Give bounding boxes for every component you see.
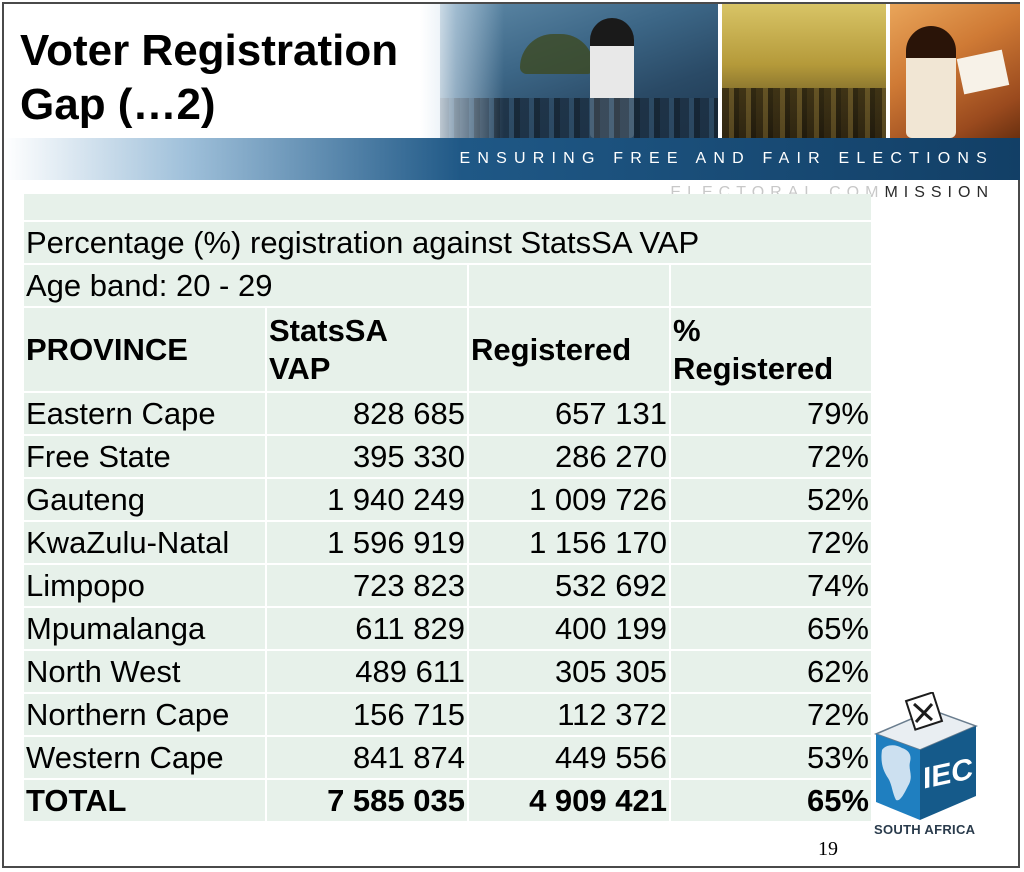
banner-crowd	[440, 98, 718, 138]
pct-cell: 62%	[671, 651, 871, 692]
province-cell: Mpumalanga	[24, 608, 265, 649]
table-spacer-row	[24, 194, 871, 220]
iec-logo: IEC	[873, 692, 979, 820]
banner-ballot-paper	[956, 49, 1010, 95]
province-cell: Northern Cape	[24, 694, 265, 735]
province-cell: Western Cape	[24, 737, 265, 778]
registered-cell: 286 270	[469, 436, 669, 477]
province-cell: Free State	[24, 436, 265, 477]
title-line-1: Voter Registration	[20, 26, 399, 75]
ballot-box-side	[920, 726, 976, 820]
age-band-label: Age band: 20 - 29	[24, 265, 467, 306]
total-pct: 65%	[671, 780, 871, 821]
table-row: Free State 395 330 286 270 72%	[24, 436, 871, 477]
pct-cell: 65%	[671, 608, 871, 649]
banner-photo-official	[890, 4, 1020, 138]
header-statssa-vap: StatsSA VAP	[267, 308, 467, 391]
banner-band	[4, 138, 1020, 180]
table-caption-row: Percentage (%) registration against Stat…	[24, 222, 871, 263]
table-row: North West 489 611 305 305 62%	[24, 651, 871, 692]
table-row: Limpopo 723 823 532 692 74%	[24, 565, 871, 606]
province-cell: North West	[24, 651, 265, 692]
header-province: PROVINCE	[24, 308, 265, 391]
logo-caption: SOUTH AFRICA	[874, 822, 976, 837]
registered-cell: 400 199	[469, 608, 669, 649]
vap-cell: 489 611	[267, 651, 467, 692]
banner-trees	[520, 34, 594, 74]
vap-cell: 1 596 919	[267, 522, 467, 563]
pct-cell: 53%	[671, 737, 871, 778]
registered-cell: 112 372	[469, 694, 669, 735]
province-cell: Limpopo	[24, 565, 265, 606]
province-cell: Eastern Cape	[24, 393, 265, 434]
registration-table: Percentage (%) registration against Stat…	[22, 192, 873, 823]
banner-official-figure	[906, 26, 956, 138]
pct-cell: 72%	[671, 694, 871, 735]
table-row: Western Cape 841 874 449 556 53%	[24, 737, 871, 778]
vap-cell: 1 940 249	[267, 479, 467, 520]
title-line-2: Gap (…2)	[20, 80, 216, 129]
africa-map-icon	[881, 745, 911, 801]
commission-label-visible: MISSION	[884, 184, 994, 201]
registered-cell: 1 156 170	[469, 522, 669, 563]
total-vap: 7 585 035	[267, 780, 467, 821]
registered-cell: 657 131	[469, 393, 669, 434]
registered-cell: 305 305	[469, 651, 669, 692]
vap-cell: 156 715	[267, 694, 467, 735]
vap-cell: 841 874	[267, 737, 467, 778]
table-row: Northern Cape 156 715 112 372 72%	[24, 694, 871, 735]
registered-cell: 449 556	[469, 737, 669, 778]
table-total-row: TOTAL 7 585 035 4 909 421 65%	[24, 780, 871, 821]
table-row: Eastern Cape 828 685 657 131 79%	[24, 393, 871, 434]
table-ageband-row: Age band: 20 - 29	[24, 265, 871, 306]
pct-cell: 72%	[671, 436, 871, 477]
ballot-cross-icon	[913, 702, 934, 723]
total-label: TOTAL	[24, 780, 265, 821]
banner-photo-street	[722, 4, 886, 138]
vap-cell: 723 823	[267, 565, 467, 606]
pct-cell: 72%	[671, 522, 871, 563]
province-cell: KwaZulu-Natal	[24, 522, 265, 563]
banner-photo-voters	[440, 4, 718, 138]
page-number: 19	[818, 838, 838, 860]
table-row: Mpumalanga 611 829 400 199 65%	[24, 608, 871, 649]
table-caption: Percentage (%) registration against Stat…	[24, 222, 871, 263]
banner-slogan: ENSURING FREE AND FAIR ELECTIONS	[459, 150, 994, 167]
pct-cell: 52%	[671, 479, 871, 520]
slide-title: Voter Registration Gap (…2)	[20, 24, 398, 132]
table-row: KwaZulu-Natal 1 596 919 1 156 170 72%	[24, 522, 871, 563]
total-registered: 4 909 421	[469, 780, 669, 821]
province-cell: Gauteng	[24, 479, 265, 520]
vap-cell: 828 685	[267, 393, 467, 434]
vap-cell: 395 330	[267, 436, 467, 477]
table-row: Gauteng 1 940 249 1 009 726 52%	[24, 479, 871, 520]
table-header-row: PROVINCE StatsSA VAP Registered % Regist…	[24, 308, 871, 391]
registered-cell: 532 692	[469, 565, 669, 606]
vap-cell: 611 829	[267, 608, 467, 649]
pct-cell: 74%	[671, 565, 871, 606]
pct-cell: 79%	[671, 393, 871, 434]
header-pct-registered: % Registered	[671, 308, 871, 391]
header-registered: Registered	[469, 308, 669, 391]
registered-cell: 1 009 726	[469, 479, 669, 520]
banner-queue	[722, 88, 886, 138]
